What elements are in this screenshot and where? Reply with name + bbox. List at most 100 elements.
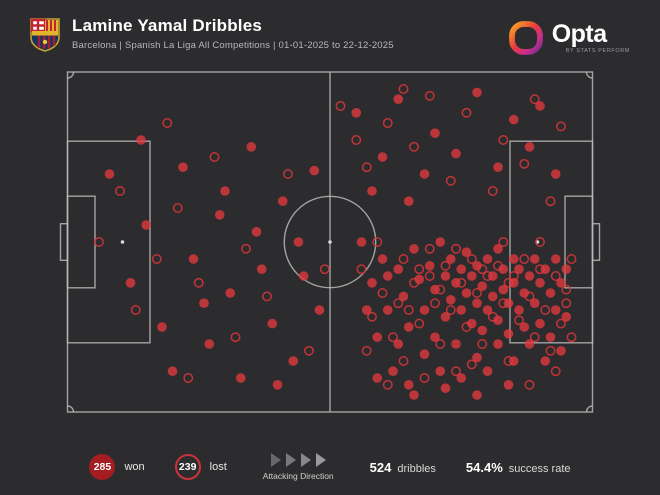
dribble-point-won: [430, 332, 440, 343]
dribble-point-lost: [445, 175, 456, 186]
dribble-point-won: [256, 264, 267, 274]
dribble-point-lost: [498, 237, 509, 247]
page-title: Lamine Yamal Dribbles: [72, 16, 263, 35]
dribble-point-won: [498, 264, 509, 274]
dribble-point-lost: [209, 152, 220, 162]
dribble-point-won: [403, 380, 414, 390]
legend-lost: 239 lost: [174, 454, 227, 480]
dribble-point-won: [482, 366, 493, 377]
dribble-point-won: [545, 288, 556, 298]
dribble-point-won: [188, 254, 199, 264]
dribble-point-won: [493, 162, 503, 172]
dribble-point-won: [377, 254, 388, 264]
dribble-point-won: [393, 339, 404, 349]
dribble-point-won: [199, 298, 209, 308]
dribble-point-won: [409, 244, 419, 254]
dribble-point-lost: [361, 345, 372, 356]
arrow-right-icon: [315, 453, 326, 467]
dribble-point-lost: [524, 379, 535, 390]
won-badge: 285: [89, 454, 116, 480]
dribble-point-won: [351, 108, 362, 118]
header: Lamine Yamal Dribbles Barcelona | Spanis…: [0, 0, 660, 62]
dribble-point-won: [377, 152, 388, 162]
dribble-point-won: [487, 271, 498, 281]
dribble-point-won: [456, 264, 467, 274]
dribble-point-lost: [304, 345, 314, 356]
dribble-point-won: [493, 339, 503, 349]
dribble-point-won: [451, 278, 461, 288]
arrow-right-icon: [270, 453, 281, 467]
dribble-point-won: [556, 346, 566, 356]
dribble-point-won: [482, 254, 493, 264]
dribble-point-won: [430, 284, 440, 295]
dribble-point-lost: [514, 315, 524, 326]
dribble-point-won: [125, 278, 136, 288]
dribble-point-won: [388, 366, 398, 377]
won-label: won: [124, 461, 145, 473]
goal-left: [59, 222, 69, 261]
dribble-point-lost: [424, 90, 435, 101]
dribble-point-lost: [414, 264, 425, 275]
dribble-point-won: [456, 373, 467, 383]
dribble-point-won: [461, 288, 472, 298]
dribble-point-won: [556, 278, 566, 288]
dribble-point-won: [524, 142, 535, 152]
dribble-point-won: [550, 305, 561, 315]
dribble-point-won: [482, 305, 493, 315]
dribble-point-lost: [183, 373, 194, 383]
dribble-point-won: [372, 373, 383, 383]
dribble-point-lost: [466, 359, 477, 370]
dribble-point-lost: [262, 291, 272, 302]
dribble-point-lost: [382, 379, 393, 390]
dribble-point-won: [524, 339, 535, 349]
dribble-point-lost: [409, 141, 419, 152]
dribble-point-lost: [566, 254, 577, 264]
dribble-point-lost: [151, 254, 162, 264]
goal-right: [591, 222, 601, 261]
dribble-point-lost: [414, 318, 425, 329]
dribble-point-won: [272, 380, 283, 390]
dribble-point-lost: [561, 284, 572, 295]
corner-arc-top-right: [585, 71, 593, 79]
barcelona-crest-icon: [30, 18, 60, 52]
dribble-point-won: [519, 288, 530, 298]
dribble-point-lost: [356, 264, 367, 275]
attacking-direction-arrows-icon: [270, 453, 326, 467]
dribble-point-won: [493, 244, 503, 254]
dribble-point-won: [466, 271, 477, 281]
dribble-point-won: [419, 349, 430, 360]
dribble-point-won: [220, 186, 230, 196]
dribble-point-lost: [424, 243, 435, 254]
corner-arc-bottom-left: [67, 405, 75, 413]
dribble-point-lost: [451, 243, 461, 254]
dribble-point-won: [461, 247, 472, 257]
pitch-container: [0, 66, 660, 418]
dribble-point-won: [472, 261, 482, 271]
goal-area-left: [66, 195, 96, 289]
dribble-point-lost: [130, 305, 141, 315]
dribble-point-won: [561, 264, 572, 274]
dribble-point-lost: [319, 264, 330, 275]
dribble-point-lost: [193, 277, 204, 288]
dribble-point-won: [487, 291, 498, 302]
dribble-point-won: [424, 261, 435, 271]
dribble-point-won: [508, 278, 519, 288]
pitch-svg: [59, 71, 601, 413]
dribble-point-lost: [550, 366, 561, 377]
dribble-point-lost: [550, 271, 561, 281]
dribble-point-lost: [466, 254, 477, 264]
dribble-point-lost: [398, 254, 409, 264]
arrow-right-icon: [300, 453, 311, 467]
dribble-point-won: [403, 196, 414, 206]
dribble-point-lost: [162, 118, 173, 128]
dribble-point-lost: [556, 121, 566, 132]
dribble-point-won: [466, 318, 477, 329]
dribble-point-won: [472, 352, 482, 363]
dribble-point-won: [535, 278, 545, 288]
dribble-point-lost: [393, 298, 404, 309]
dribble-point-lost: [419, 373, 430, 383]
dribble-point-lost: [529, 94, 540, 105]
dribble-point-lost: [440, 260, 451, 271]
dribble-point-lost: [424, 271, 435, 281]
